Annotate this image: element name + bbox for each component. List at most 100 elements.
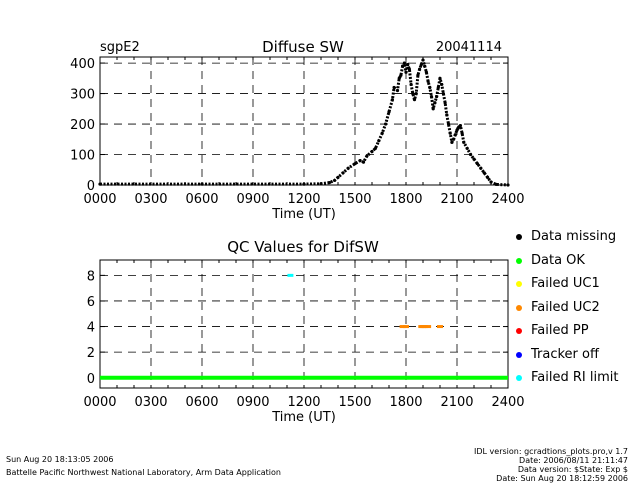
- diffuse-x-tick-label: 2100: [440, 192, 473, 207]
- diffuse-data-point: [397, 76, 401, 80]
- qc-x-tick-label: 1500: [338, 395, 371, 410]
- qc-x-tick-label: 2400: [491, 395, 524, 410]
- qc-data-point: [425, 325, 432, 329]
- qc-x-tick-label: 0600: [185, 395, 218, 410]
- diffuse-data-point: [460, 131, 464, 135]
- diffuse-data-point: [441, 91, 445, 96]
- legend-label: Data missing: [531, 229, 617, 244]
- qc-x-axis-label: Time (UT): [271, 410, 336, 425]
- diffuse-data-point: [416, 73, 420, 77]
- footer-lab: Battelle Pacific Northwest National Labo…: [6, 468, 281, 477]
- diffuse-data-point: [429, 95, 434, 99]
- diffuse-data-point: [418, 67, 422, 71]
- qc-data-point: [437, 325, 443, 329]
- footer-version-line: Date: 2006/08/11 21:11:47: [519, 456, 628, 465]
- qc-chart-title: QC Values for DifSW: [227, 238, 379, 256]
- diffuse-data-point: [472, 157, 476, 161]
- chart-title: Diffuse SW: [262, 38, 344, 56]
- diffuse-data-point: [431, 107, 435, 111]
- qc-y-tick-label: 0: [87, 372, 95, 387]
- diffuse-series-line: [100, 58, 509, 187]
- footer-version-line: Data version: $State: Exp $: [517, 465, 628, 474]
- diffuse-x-tick-label: 1200: [287, 192, 320, 207]
- diffuse-data-point: [450, 140, 454, 144]
- diffuse-data-point: [469, 152, 473, 157]
- diffuse-data-point: [341, 171, 345, 175]
- diffuse-data-point: [377, 139, 381, 143]
- qc-y-tick-label: 6: [87, 295, 95, 310]
- diffuse-data-point: [387, 110, 391, 114]
- diffuse-x-tick-label: 0900: [236, 192, 269, 207]
- diffuse-data-point: [453, 133, 457, 137]
- diffuse-data-point: [465, 146, 469, 151]
- diffuse-y-tick-label: 100: [70, 149, 95, 164]
- diffuse-data-point: [489, 180, 493, 184]
- diffuse-data-point: [426, 79, 430, 83]
- legend-label: Failed UC1: [531, 276, 600, 291]
- diffuse-data-point: [401, 64, 405, 68]
- diffuse-data-point: [475, 162, 479, 166]
- date-label: 20041114: [436, 40, 502, 55]
- diffuse-data-point: [452, 137, 456, 141]
- diffuse-data-point: [319, 182, 323, 186]
- diffuse-data-point: [373, 146, 377, 151]
- diffuse-y-tick-label: 300: [70, 88, 95, 103]
- diffuse-data-point: [406, 63, 410, 67]
- legend-marker-icon: [516, 328, 522, 334]
- legend-marker-icon: [516, 257, 522, 264]
- diffuse-data-point: [390, 98, 394, 102]
- diffuse-data-point: [327, 180, 332, 185]
- legend-label: Failed UC2: [531, 299, 600, 315]
- diffuse-data-point: [424, 70, 428, 74]
- legend-label: Failed RI limit: [531, 370, 619, 385]
- diffuse-x-tick-label: 1800: [389, 192, 422, 207]
- qc-x-tick-label: 0300: [134, 395, 167, 410]
- qc-data-point: [287, 273, 294, 277]
- diffuse-data-point: [402, 61, 406, 65]
- diffuse-data-point: [353, 162, 357, 166]
- qc-x-tick-label: 0000: [83, 395, 116, 410]
- diffuse-x-tick-label: 1500: [338, 192, 371, 207]
- diffuse-data-point: [380, 131, 384, 135]
- diffuse-data-point: [414, 91, 418, 96]
- diffuse-data-point: [333, 178, 337, 183]
- diffuse-data-point: [358, 159, 362, 163]
- diffuse-x-tick-label: 0600: [185, 192, 218, 207]
- diffuse-data-point: [370, 149, 374, 154]
- station-label: sgpE2: [100, 40, 140, 55]
- diffuse-y-tick-label: 0: [87, 179, 95, 194]
- qc-y-tick-label: 8: [87, 269, 95, 284]
- footer-version-info: IDL version: gcradtions_plots.pro,v 1.7 D…: [474, 447, 628, 483]
- diffuse-x-tick-label: 2400: [491, 192, 524, 207]
- diffuse-data-point: [392, 85, 396, 90]
- diffuse-data-point: [436, 85, 440, 90]
- diffuse-data-point: [448, 131, 452, 135]
- diffuse-data-point: [506, 183, 510, 187]
- qc-x-tick-label: 1200: [287, 395, 320, 410]
- diffuse-data-point: [419, 63, 423, 67]
- diffuse-data-point: [494, 182, 498, 186]
- diffuse-x-tick-label: 0000: [83, 192, 116, 207]
- legend-marker-icon: [516, 234, 522, 240]
- qc-x-tick-label: 1800: [389, 395, 422, 410]
- diffuse-data-point: [423, 64, 427, 68]
- diffuse-data-point: [365, 154, 369, 158]
- diffuse-data-point: [440, 82, 444, 87]
- legend-marker-icon: [516, 281, 522, 287]
- diffuse-data-point: [404, 70, 408, 74]
- diffuse-data-point: [445, 113, 449, 117]
- diffuse-data-point: [458, 123, 462, 128]
- diffuse-data-point: [336, 175, 340, 179]
- legend-label: Data OK: [531, 252, 585, 268]
- qc-data-point: [403, 325, 409, 329]
- diffuse-data-point: [433, 101, 437, 105]
- footer-version-line: IDL version: gcradtions_plots.pro,v 1.7: [474, 447, 628, 456]
- diffuse-data-point: [482, 171, 486, 175]
- diffuse-data-point: [200, 182, 204, 186]
- diffuse-data-point: [407, 67, 411, 71]
- diffuse-data-point: [409, 82, 413, 87]
- diffuse-data-point: [446, 122, 451, 126]
- diffuse-data-point: [455, 128, 459, 132]
- qc-values-plot: 0 2 4 6 8 0000 0300 0600 0900 1200 1500 1800 2100 240…: [83, 259, 525, 425]
